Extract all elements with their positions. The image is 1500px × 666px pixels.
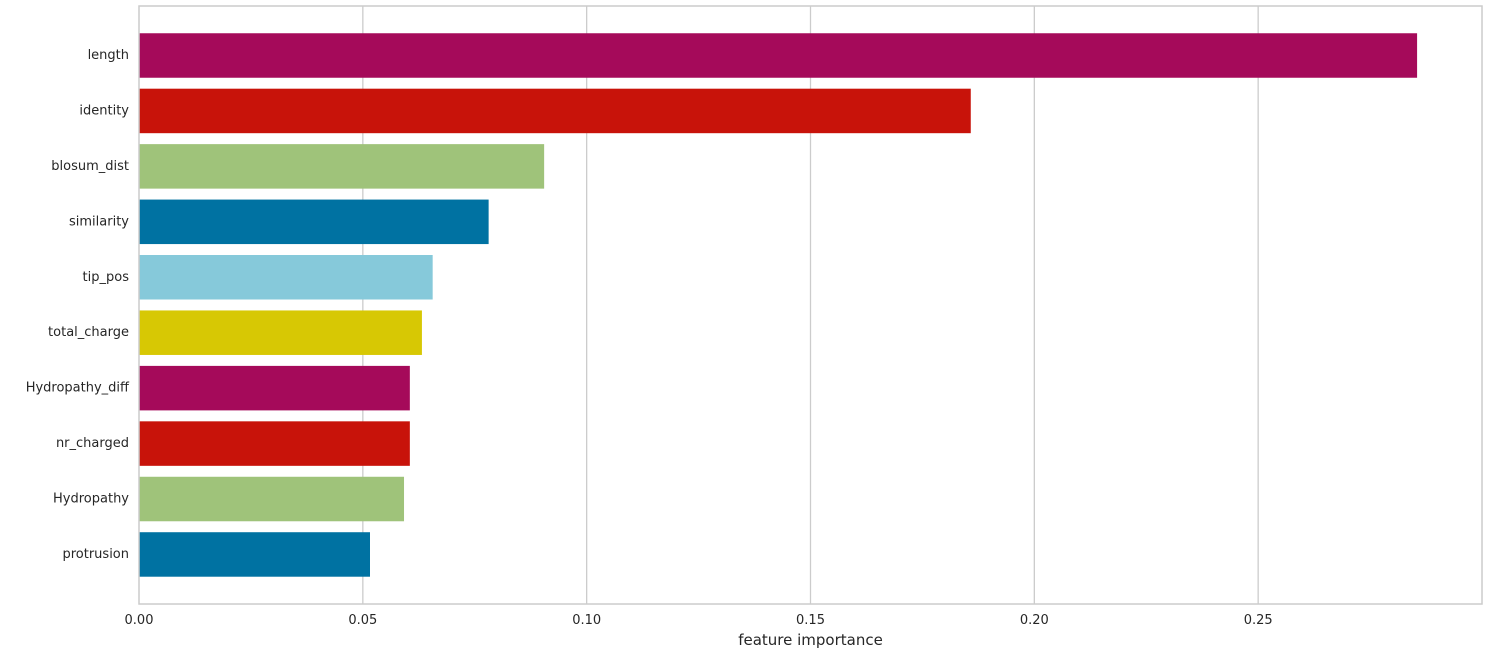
bar-total-charge	[139, 310, 422, 355]
bar-length	[139, 33, 1418, 78]
y-tick-label: total_charge	[48, 325, 129, 340]
x-tick-labels: 0.00 0.05 0.10 0.15 0.20 0.25	[125, 613, 1273, 628]
y-tick-label: nr_charged	[56, 436, 129, 451]
x-tick-label: 0.00	[125, 613, 154, 628]
bar-hydropathy-diff	[139, 365, 410, 411]
x-tick-label: 0.15	[796, 613, 825, 628]
x-tick-label: 0.10	[572, 613, 601, 628]
plot-frame	[138, 5, 1483, 605]
bar-identity	[139, 88, 971, 134]
y-tick-label: Hydropathy	[53, 492, 129, 507]
x-tick-label: 0.20	[1020, 613, 1049, 628]
y-tick-label: tip_pos	[83, 270, 130, 285]
bars	[139, 33, 1418, 577]
bar-tip-pos	[139, 255, 433, 300]
bar-hydropathy	[139, 476, 405, 522]
y-tick-label: length	[88, 48, 129, 63]
y-tick-label: Hydropathy_diff	[26, 381, 130, 396]
x-axis-title: feature importance	[738, 631, 883, 649]
bar-blosum-dist	[139, 144, 545, 189]
x-tick-label: 0.25	[1244, 613, 1273, 628]
y-tick-label: identity	[79, 103, 129, 118]
bar-protrusion	[139, 532, 370, 577]
y-tick-label: similarity	[69, 214, 129, 229]
bar-similarity	[139, 199, 489, 245]
y-tick-label: protrusion	[62, 547, 129, 562]
y-tick-label: blosum_dist	[51, 159, 129, 174]
x-tick-label: 0.05	[348, 613, 377, 628]
bar-nr-charged	[139, 421, 410, 466]
y-tick-labels: length identity blosum_dist similarity tip_p…	[26, 48, 130, 562]
